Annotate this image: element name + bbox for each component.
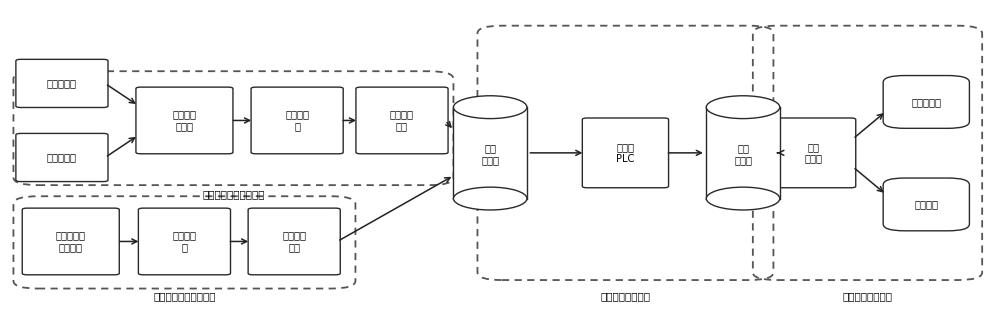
FancyBboxPatch shape bbox=[138, 208, 230, 275]
FancyBboxPatch shape bbox=[136, 87, 233, 154]
FancyBboxPatch shape bbox=[582, 118, 669, 188]
Text: 批量读取数据打包流程: 批量读取数据打包流程 bbox=[202, 189, 265, 199]
FancyBboxPatch shape bbox=[883, 178, 969, 231]
FancyBboxPatch shape bbox=[16, 134, 108, 181]
Text: 元件数据
编码: 元件数据 编码 bbox=[282, 231, 306, 252]
Text: 编码
包解析: 编码 包解析 bbox=[805, 142, 823, 164]
Text: 区域元件表: 区域元件表 bbox=[47, 152, 77, 163]
Text: 登录元件表
元件数据: 登录元件表 元件数据 bbox=[56, 231, 86, 252]
FancyBboxPatch shape bbox=[248, 208, 340, 275]
Bar bbox=[706, 107, 780, 198]
Text: 访问
编码包: 访问 编码包 bbox=[481, 143, 499, 165]
Ellipse shape bbox=[453, 96, 527, 119]
Text: 控制器
PLC: 控制器 PLC bbox=[616, 142, 635, 164]
Text: 批量写入数据打包流程: 批量写入数据打包流程 bbox=[153, 291, 216, 301]
FancyBboxPatch shape bbox=[356, 87, 448, 154]
Text: 元件监控
表: 元件监控 表 bbox=[172, 231, 196, 252]
Text: 写入完成: 写入完成 bbox=[914, 199, 938, 209]
FancyBboxPatch shape bbox=[771, 118, 856, 188]
Text: 登录元件表: 登录元件表 bbox=[47, 78, 77, 89]
FancyBboxPatch shape bbox=[16, 59, 108, 107]
Text: 元件数据
编码: 元件数据 编码 bbox=[390, 110, 414, 131]
Ellipse shape bbox=[706, 187, 780, 210]
Bar bbox=[453, 107, 527, 198]
FancyBboxPatch shape bbox=[22, 208, 119, 275]
Ellipse shape bbox=[706, 96, 780, 119]
FancyBboxPatch shape bbox=[251, 87, 343, 154]
Text: 应答
编码包: 应答 编码包 bbox=[734, 143, 752, 165]
Text: 循环数据访问流程: 循环数据访问流程 bbox=[600, 291, 650, 301]
Text: 读取的数据: 读取的数据 bbox=[911, 97, 941, 107]
Text: 元件监控
表: 元件监控 表 bbox=[285, 110, 309, 131]
FancyBboxPatch shape bbox=[883, 76, 969, 128]
Text: 元件监控
合并表: 元件监控 合并表 bbox=[172, 110, 196, 131]
Text: 循环数据解析流程: 循环数据解析流程 bbox=[842, 291, 893, 301]
Ellipse shape bbox=[453, 187, 527, 210]
